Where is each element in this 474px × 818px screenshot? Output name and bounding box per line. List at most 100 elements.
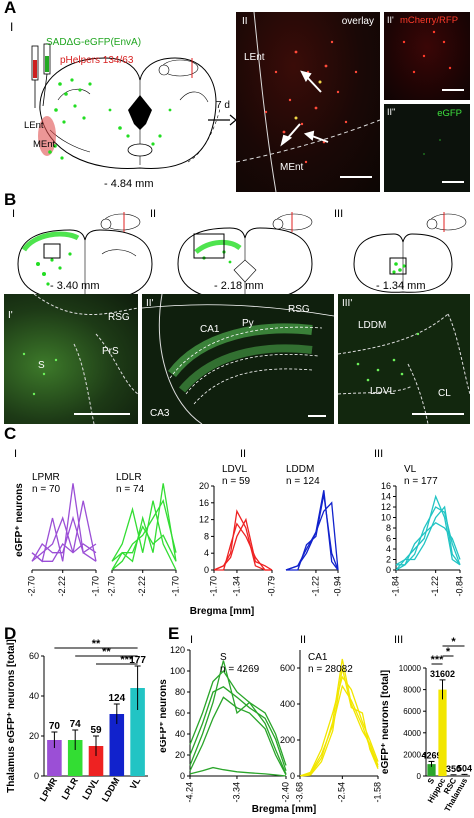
panel-b-letter: B — [4, 190, 17, 209]
x-tick-label: -1.22 — [430, 576, 440, 597]
syringe-icon — [31, 43, 51, 108]
panel-c-xlabel: Bregma [mm] — [190, 606, 254, 617]
helpers-label: pHelpers 134/63 — [60, 55, 134, 66]
panel-c-sub-III: III — [374, 448, 384, 460]
x-tick-label: -2.54 — [337, 782, 347, 803]
category-label: LPMR — [38, 776, 60, 804]
section-II-roman: II — [150, 208, 157, 220]
panel-e: E I II III -4.24 -3.34 -2.40 0 20 40 60 80 100 12… — [160, 620, 474, 818]
micrograph-II-prime: II' RSG CA1 Py CA3 — [142, 294, 334, 424]
y-tick-label: 20 — [175, 750, 185, 760]
series-line-2 — [111, 498, 177, 571]
x-tick-label: -3.68 — [294, 782, 304, 803]
micrograph-egfp: II'' eGFP — [384, 104, 470, 192]
bar — [67, 740, 83, 776]
y-tick-label: 10 — [381, 513, 391, 523]
significance-label: *** — [431, 654, 445, 666]
panel-a-bregma: - 4.84 mm — [104, 178, 154, 190]
bar-value-label: 59 — [90, 725, 102, 736]
label-prs: PrS — [102, 346, 119, 357]
y-tick-label: 10000 — [399, 664, 422, 673]
bar-value-label: 74 — [70, 719, 82, 730]
series-line-1 — [286, 494, 339, 571]
y-tick-label: 12 — [199, 515, 209, 525]
category-label: LDDM — [100, 776, 122, 804]
panel-e-letter: E — [168, 624, 180, 643]
label-s: S — [38, 360, 45, 371]
series-line-2 — [213, 517, 273, 571]
panel-e-iii-ylabel: eGFP⁺ neurons [total] — [380, 670, 391, 774]
section-III-roman: III — [334, 208, 344, 220]
section-II-schematic — [177, 227, 313, 301]
mcherry-roman: II' — [387, 15, 394, 25]
chart-title: CA1 — [308, 652, 328, 663]
y-tick-label: 120 — [170, 645, 185, 655]
y-tick-label: 20 — [29, 731, 39, 741]
panel-c-letter: C — [4, 424, 17, 443]
y-tick-label: 8000 — [403, 686, 421, 695]
panel-a-letter: A — [4, 0, 17, 17]
label-ca3: CA3 — [150, 408, 170, 419]
panel-c-ylabel: eGFP⁺ neurons — [14, 483, 25, 557]
micrograph-II-roman: II' — [146, 298, 154, 309]
micrograph-III-prime: III' LDDM LDVL CL — [338, 294, 470, 424]
bar — [47, 740, 62, 776]
ment-label: MEnt — [33, 139, 56, 150]
series-line-3 — [31, 515, 97, 562]
panel-d: D 0 20 40 60 70 LPMR 74 LPLR 59 LDVL 124 LDDM 177 VL T… — [0, 620, 160, 818]
y-tick-label: 40 — [29, 691, 39, 701]
bar-value-label: 350 — [446, 764, 461, 774]
y-tick-label: 0 — [204, 565, 209, 575]
series-line-3 — [396, 521, 461, 566]
y-tick-label: 0 — [417, 772, 422, 781]
y-tick-label: 8 — [386, 523, 391, 533]
y-tick-label: 80 — [175, 687, 185, 697]
brain-icon — [158, 58, 199, 78]
y-tick-label: 200 — [280, 735, 295, 745]
series-line-3 — [299, 684, 379, 777]
panel-a-coronal-schematic — [38, 57, 220, 170]
series-line-2 — [299, 667, 379, 777]
series-line-4 — [189, 766, 287, 777]
bar — [109, 714, 125, 776]
series-line-2 — [395, 505, 461, 571]
series-line-1 — [214, 522, 272, 571]
bar-value-label: 504 — [457, 763, 472, 773]
egfp-label: eGFP — [437, 108, 462, 119]
y-tick-label: 4 — [386, 544, 391, 554]
x-tick-label: -1.58 — [372, 782, 382, 803]
y-tick-label: 20 — [199, 481, 209, 491]
x-tick-label: -2.22 — [57, 576, 67, 597]
panel-a: A I SADΔG-eGFP(EnvA) pHelpers 134/63 — [0, 0, 474, 196]
y-tick-label: 6 — [386, 534, 391, 544]
significance-label: ** — [102, 646, 111, 658]
panel-b: B I - 3.40 mm II - 2.18 mm III — [0, 190, 474, 426]
micrograph-overlay: II overlay LEnt MEnt — [236, 12, 380, 192]
category-label: LDVL — [80, 776, 101, 802]
chart-title: S — [220, 652, 227, 663]
y-tick-label: 2 — [386, 555, 391, 565]
significance-label: * — [446, 646, 451, 658]
y-tick-label: 0 — [386, 565, 391, 575]
series-line-2 — [285, 501, 339, 571]
panel-d-ylabel: Thalamus eGFP⁺ neurons [total] — [6, 639, 17, 793]
chart-title: VL — [404, 464, 417, 475]
series-line-1 — [189, 686, 287, 772]
bar-value-label: 4269 — [421, 750, 441, 760]
significance-label: *** — [120, 654, 134, 666]
x-tick-label: -2.70 — [106, 576, 116, 597]
mcherry-label: mCherry/RFP — [400, 15, 459, 26]
section-III-schematic — [353, 233, 453, 293]
label-ca1: CA1 — [200, 324, 220, 335]
bar — [449, 775, 458, 776]
x-tick-label: -1.70 — [170, 576, 180, 597]
arrow-right-icon — [208, 114, 236, 126]
chart-title: LDVL — [222, 464, 247, 475]
bar-value-label: 177 — [129, 655, 146, 666]
y-tick-label: 6000 — [403, 707, 421, 716]
micrograph-I-prime: I' RSG S PrS — [4, 294, 138, 424]
category-label: LPLR — [60, 776, 81, 802]
section-I-bregma: - 3.40 mm — [50, 280, 100, 292]
chart-subtitle: n = 59 — [222, 476, 251, 487]
